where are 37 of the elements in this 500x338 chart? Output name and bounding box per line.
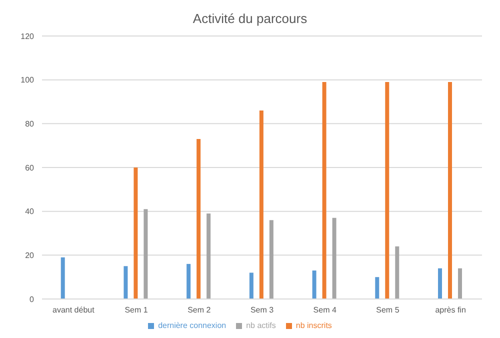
bar	[144, 209, 148, 299]
chart-title: Activité du parcours	[192, 10, 308, 28]
legend-label: nb actifs	[246, 321, 276, 330]
legend-label: nb inscrits	[296, 321, 332, 330]
y-tick-label: 20	[25, 251, 35, 260]
y-tick-label: 80	[25, 120, 35, 129]
y-tick-label: 40	[25, 207, 35, 216]
bar	[269, 220, 274, 299]
x-tick-label: Sem 2	[188, 306, 212, 315]
bar	[259, 110, 264, 299]
bar	[448, 82, 452, 299]
bar	[395, 246, 400, 299]
bar	[375, 277, 380, 299]
bar	[249, 272, 254, 299]
bar	[332, 218, 336, 299]
y-tick-label: 100	[20, 76, 35, 85]
bar	[438, 268, 442, 299]
x-tick-label: avant début	[52, 306, 96, 315]
x-tick-label: après fin	[435, 306, 466, 315]
bar	[322, 82, 326, 299]
y-tick-label: 60	[25, 163, 35, 172]
x-tick-label: Sem 3	[250, 306, 274, 315]
bar	[385, 82, 390, 299]
bar	[186, 264, 191, 299]
bar	[60, 257, 65, 299]
bar	[124, 266, 128, 299]
y-tick-label: 120	[20, 32, 35, 41]
legend-label: dernière connexion	[158, 321, 226, 330]
bar	[196, 139, 201, 299]
bar	[134, 168, 138, 299]
y-tick-label: 0	[30, 294, 35, 304]
x-tick-label: Sem 1	[124, 306, 148, 315]
bar	[312, 270, 316, 299]
x-tick-label: Sem 4	[313, 306, 337, 315]
bar	[458, 268, 462, 299]
bar	[206, 214, 211, 299]
x-tick-label: Sem 5	[376, 306, 400, 315]
